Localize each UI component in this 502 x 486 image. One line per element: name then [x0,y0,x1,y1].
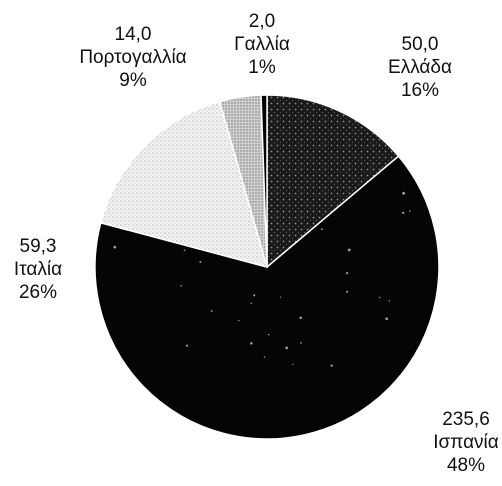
data-label-value: 14,0 [115,24,152,45]
pie-slice-2 [94,155,440,440]
data-label-name: Ελλάδα [388,57,452,78]
data-label-percent: 1% [248,57,276,78]
data-label-5: 2,0 Γαλλία 1% [234,11,290,78]
data-label-3: 59,3 Ιταλία 26% [14,236,62,303]
pie-labels: 50,0 Ελλάδα 16% 235,6 Ισπανία 48% 59,3 Ιταλία 26… [14,11,499,476]
data-label-2: 235,6 Ισπανία 48% [433,409,499,476]
data-label-name: Ιταλία [14,259,62,280]
data-label-value: 235,6 [442,409,490,430]
data-label-percent: 16% [401,80,439,101]
data-label-percent: 26% [19,282,57,303]
pie-slice-5 [260,94,268,268]
data-label-value: 50,0 [402,34,439,55]
pie-slice-3 [99,100,269,269]
data-label-percent: 48% [447,455,485,476]
data-label-value: 59,3 [20,236,57,257]
pie-slices [94,94,440,440]
data-label-value: 2,0 [249,11,275,32]
data-label-1: 50,0 Ελλάδα 16% [388,34,452,101]
data-label-4: 14,0 Πορτογαλλία 9% [79,24,186,91]
data-label-name: Ισπανία [433,432,499,453]
data-label-name: Γαλλία [234,34,290,55]
pie-slice-1 [266,94,400,269]
data-label-name: Πορτογαλλία [79,47,186,68]
data-label-percent: 9% [119,70,147,91]
print-texture [113,191,411,367]
